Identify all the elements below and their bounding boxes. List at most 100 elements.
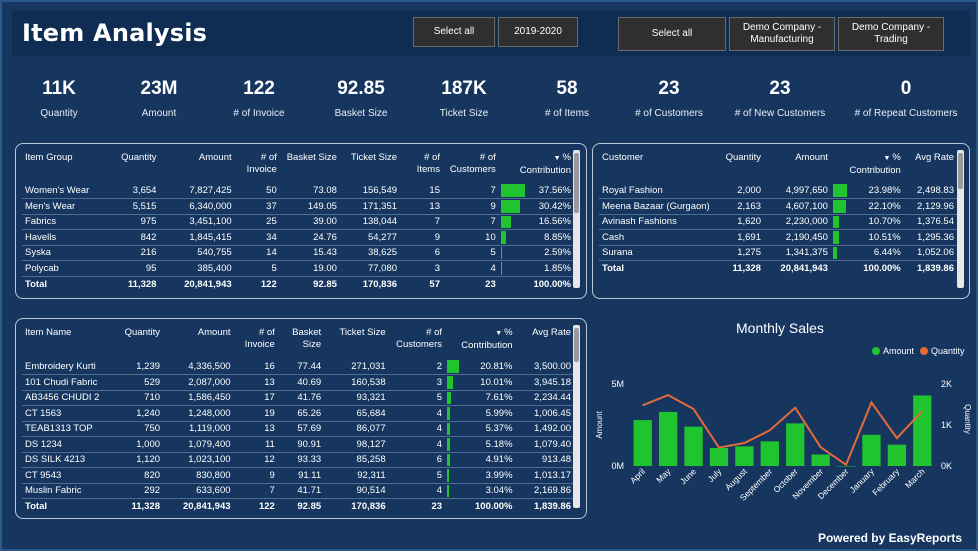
table-row[interactable]: Embroidery Kurti 1,239 4,336,500 16 77.44 271… — [22, 359, 574, 375]
cell-invoice: 17 — [233, 390, 278, 406]
cell-qty: 95 — [110, 260, 160, 277]
cell-ticket: 85,258 — [324, 452, 389, 468]
table-row[interactable]: TEAB1313 TOP 750 1,119,000 13 57.69 86,077 4 5.… — [22, 421, 574, 437]
cell-contribution: 2.59% — [498, 245, 574, 261]
contribution-bar — [500, 262, 503, 275]
contribution-bar — [832, 246, 837, 259]
table-row[interactable]: Men's Wear 5,515 6,340,000 37 149.05 171,351 1… — [22, 198, 574, 215]
company-manufacturing-button[interactable]: Demo Company - Manufacturing — [729, 17, 835, 51]
table-row[interactable]: Havells 842 1,845,415 34 24.76 54,277 9 10 8.85% — [22, 229, 574, 246]
scrollbar-thumb[interactable] — [958, 153, 963, 189]
col-header[interactable]: Amount — [198, 152, 232, 163]
scrollbar-thumb[interactable] — [574, 328, 579, 362]
table-row[interactable]: Cash 1,691 2,190,450 10.51% 1,295.36 — [599, 229, 957, 246]
col-header[interactable]: Avg Rate — [532, 327, 571, 338]
amount-bar — [735, 446, 754, 466]
contribution-value: 3.99% — [485, 469, 513, 481]
col-header[interactable]: Customer — [602, 152, 644, 163]
cell-customers: 5 — [388, 467, 446, 484]
table-row[interactable]: Muslin Fabric 292 633,600 7 41.71 90,514 4 3.04… — [22, 483, 574, 499]
col-header-contribution[interactable]: ▼ % Contribution — [849, 152, 901, 176]
cell-item: AB3456 CHUDI 2 — [22, 390, 109, 406]
contribution-value: 2.59% — [544, 247, 571, 259]
col-header[interactable]: Amount — [795, 152, 828, 163]
cell-invoice: 16 — [233, 359, 278, 375]
col-header-contribution[interactable]: ▼ % Contribution — [519, 152, 571, 176]
company-select-all-button[interactable]: Select all — [618, 17, 726, 51]
cell-basket: 40.69 — [277, 374, 325, 391]
table-row[interactable]: DS SILK 4213 1,120 1,023,100 12 93.33 85,258 6… — [22, 452, 574, 468]
table-row[interactable]: DS 1234 1,000 1,079,400 11 90.91 98,127 4 5.18%… — [22, 436, 574, 453]
cell-customers: 7 — [442, 214, 499, 230]
col-header[interactable]: Quantity — [124, 327, 161, 338]
year-2019-2020-button[interactable]: 2019-2020 — [498, 17, 578, 47]
col-header[interactable]: Amount — [197, 327, 231, 338]
col-header[interactable]: # of Items — [416, 152, 440, 175]
table-row[interactable]: Syska 216 540,755 14 15.43 38,625 6 5 2.59% — [22, 245, 574, 261]
table-row[interactable]: Meena Bazaar (Gurgaon) 2,163 4,607,100 22.1… — [599, 198, 957, 215]
kpi-value: 122 — [243, 78, 275, 99]
cell-qty: 11,328 — [110, 275, 160, 292]
cell-qty: 1,240 — [108, 405, 164, 422]
x-tick-label: March — [903, 466, 927, 490]
table-row[interactable]: Avinash Fashions 1,620 2,230,000 10.70% 1,37… — [599, 214, 957, 230]
cell-ticket: 38,625 — [339, 245, 401, 261]
cell-invoice: 9 — [233, 467, 278, 484]
col-header[interactable]: Avg Rate — [915, 152, 954, 163]
table-row[interactable]: Royal Fashion 2,000 4,997,650 23.98% 2,498.8… — [599, 183, 957, 199]
cell-qty: 1,275 — [712, 245, 764, 261]
table-row[interactable]: Women's Wear 3,654 7,827,425 50 73.08 156,549… — [22, 183, 574, 199]
item-group-table-panel: Item Group Quantity Amount # of Invoice … — [15, 143, 587, 299]
cell-avg: 1,839.86 — [515, 498, 574, 515]
cell-invoice: 50 — [234, 183, 280, 199]
col-header[interactable]: # of Customers — [449, 152, 496, 175]
cell-item: TEAB1313 TOP — [22, 421, 109, 437]
scrollbar[interactable] — [573, 325, 580, 508]
kpi-label: # of Invoice — [233, 108, 285, 119]
table-row[interactable]: AB3456 CHUDI 2 710 1,586,450 17 41.76 93,321 5… — [22, 390, 574, 406]
table-row[interactable]: CT 9543 820 830,800 9 91.11 92,311 5 3.99% 1,013… — [22, 467, 574, 484]
kpi-card: 23M Amount — [104, 78, 214, 119]
table-row[interactable]: CT 1563 1,240 1,248,000 19 65.26 65,684 4 5.99%… — [22, 405, 574, 422]
cell-contribution: 10.70% — [830, 214, 904, 230]
header-bar: Item Analysis Select all 2019-2020 Selec… — [12, 10, 970, 56]
cell-qty: 842 — [110, 229, 160, 246]
table-row[interactable]: 101 Chudi Fabric 529 2,087,000 13 40.69 160,5… — [22, 374, 574, 391]
col-header[interactable]: Basket Size — [286, 152, 337, 163]
cell-item: Embroidery Kurti — [22, 359, 109, 375]
col-header[interactable]: Ticket Size — [339, 327, 386, 338]
table-row[interactable]: Surana 1,275 1,341,375 6.44% 1,052.06 — [599, 245, 957, 261]
col-header[interactable]: Quantity — [725, 152, 761, 163]
col-header[interactable]: # of Customers — [396, 327, 443, 350]
col-header[interactable]: Item Name — [25, 327, 72, 338]
col-header[interactable]: # of Invoice — [244, 327, 275, 350]
cell-invoice: 12 — [233, 452, 278, 468]
year-select-all-button[interactable]: Select all — [413, 17, 495, 47]
cell-basket: 65.26 — [277, 405, 325, 422]
table-row[interactable]: Polycab 95 385,400 5 19.00 77,080 3 4 1.85% — [22, 260, 574, 277]
col-header-contribution[interactable]: ▼ % Contribution — [461, 327, 513, 351]
cell-avg: 1,839.86 — [903, 260, 957, 277]
cell-customers: 4 — [388, 483, 446, 499]
table-row[interactable]: Fabrics 975 3,451,100 25 39.00 138,044 7 7 16.56… — [22, 214, 574, 230]
cell-item: Total — [22, 498, 109, 515]
cell-item: DS SILK 4213 — [22, 452, 109, 468]
contribution-bar — [500, 246, 503, 259]
cell-avg: 3,500.00 — [515, 359, 574, 375]
cell-ticket: 92,311 — [324, 467, 389, 484]
cell-contribution: 23.98% — [830, 183, 904, 199]
contribution-bar — [447, 453, 450, 466]
scrollbar[interactable] — [957, 150, 964, 288]
col-header[interactable]: Ticket Size — [350, 152, 398, 163]
col-header[interactable]: Basket Size — [292, 327, 322, 350]
cell-group: Men's Wear — [22, 198, 111, 215]
x-tick-label: April — [628, 466, 647, 485]
scrollbar[interactable] — [573, 150, 580, 288]
col-header[interactable]: Item Group — [25, 152, 73, 163]
cell-item: CT 9543 — [22, 467, 109, 484]
company-trading-button[interactable]: Demo Company - Trading — [838, 17, 944, 51]
col-header[interactable]: Quantity — [121, 152, 157, 163]
col-header[interactable]: # of Invoice — [246, 152, 277, 175]
legend-quantity-icon — [920, 347, 929, 355]
scrollbar-thumb[interactable] — [574, 153, 579, 213]
